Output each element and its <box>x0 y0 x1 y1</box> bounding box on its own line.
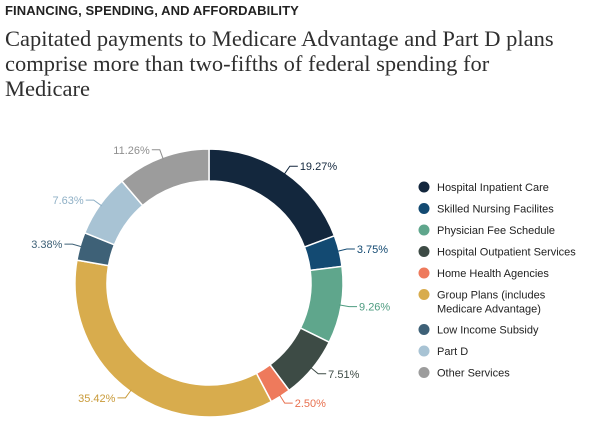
legend-label: Hospital Inpatient Care <box>437 182 549 194</box>
legend-item-other-services: Other Services <box>418 367 510 380</box>
legend-swatch <box>418 289 430 300</box>
leader-line-home-health-agencies <box>278 394 293 404</box>
data-label-part-d: 7.63% <box>53 195 84 207</box>
legend-item-skilled-nursing-facilites: Skilled Nursing Facilites <box>418 203 554 216</box>
slice-other-services <box>120 148 210 207</box>
leader-line-group-plans-includes-medicare-advantage <box>117 389 132 399</box>
legend-item-physician-fee-schedule: Physician Fee Schedule <box>418 224 555 237</box>
data-label-other-services: 11.26% <box>113 145 150 157</box>
chart-title: Capitated payments to Medicare Advantage… <box>5 26 554 101</box>
data-label-hospital-outpatient-services: 7.51% <box>328 369 359 381</box>
legend-item-hospital-inpatient-care: Hospital Inpatient Care <box>418 181 549 194</box>
legend-label: Hospital Outpatient Services <box>437 247 576 259</box>
legend-label: Part D <box>437 346 468 358</box>
legend-swatch <box>418 224 430 236</box>
leader-line-other-services <box>151 149 164 160</box>
donut-slices <box>74 148 344 418</box>
legend-label: Skilled Nursing Facilites <box>437 204 554 216</box>
data-label-low-income-subsidy: 3.38% <box>31 239 62 251</box>
chart-legend: Hospital Inpatient Care Skilled Nursing F… <box>418 181 576 380</box>
legend-label: Low Income Subsidy <box>437 325 539 337</box>
legend-swatch <box>418 267 430 279</box>
legend-swatch <box>418 203 430 214</box>
legend-label: Other Services <box>437 368 510 380</box>
legend-item-group-plans-includes-medicare-advantage: Group Plans (includes Medicare Advantage) <box>418 289 546 316</box>
label-leader-lines <box>64 149 358 404</box>
legend-swatch <box>418 181 430 193</box>
leader-line-skilled-nursing-facilites <box>337 248 355 252</box>
legend-item-part-d: Part D <box>418 345 468 358</box>
legend-swatch <box>418 367 430 378</box>
data-label-group-plans-includes-medicare-advantage: 35.42% <box>78 393 116 405</box>
leader-line-part-d <box>85 199 103 207</box>
data-labels: 19.27% 3.75% 9.26% 7.51% 2.50% 35.42% 3.38% 7.6… <box>31 145 390 410</box>
leader-line-hospital-inpatient-care <box>283 165 298 175</box>
leader-line-physician-fee-schedule <box>339 304 358 308</box>
legend-item-home-health-agencies: Home Health Agencies <box>418 267 549 280</box>
legend-swatch <box>418 246 430 257</box>
legend-item-low-income-subsidy: Low Income Subsidy <box>418 324 539 337</box>
legend-swatch <box>418 324 430 335</box>
data-label-home-health-agencies: 2.50% <box>295 398 326 410</box>
data-label-skilled-nursing-facilites: 3.75% <box>357 244 388 256</box>
data-label-physician-fee-schedule: 9.26% <box>359 302 390 314</box>
leader-line-low-income-subsidy <box>64 243 83 248</box>
legend-label: Physician Fee Schedule <box>437 225 555 237</box>
leader-line-hospital-outpatient-services <box>310 367 327 375</box>
legend-item-hospital-outpatient-services: Hospital Outpatient Services <box>418 246 576 259</box>
legend-swatch <box>418 345 430 357</box>
legend-label: Home Health Agencies <box>437 268 549 280</box>
data-label-hospital-inpatient-care: 19.27% <box>300 161 338 173</box>
legend-label: Group Plans (includes Medicare Advantage) <box>437 290 546 316</box>
section-kicker: FINANCING, SPENDING, AND AFFORDABILITY <box>5 3 299 18</box>
